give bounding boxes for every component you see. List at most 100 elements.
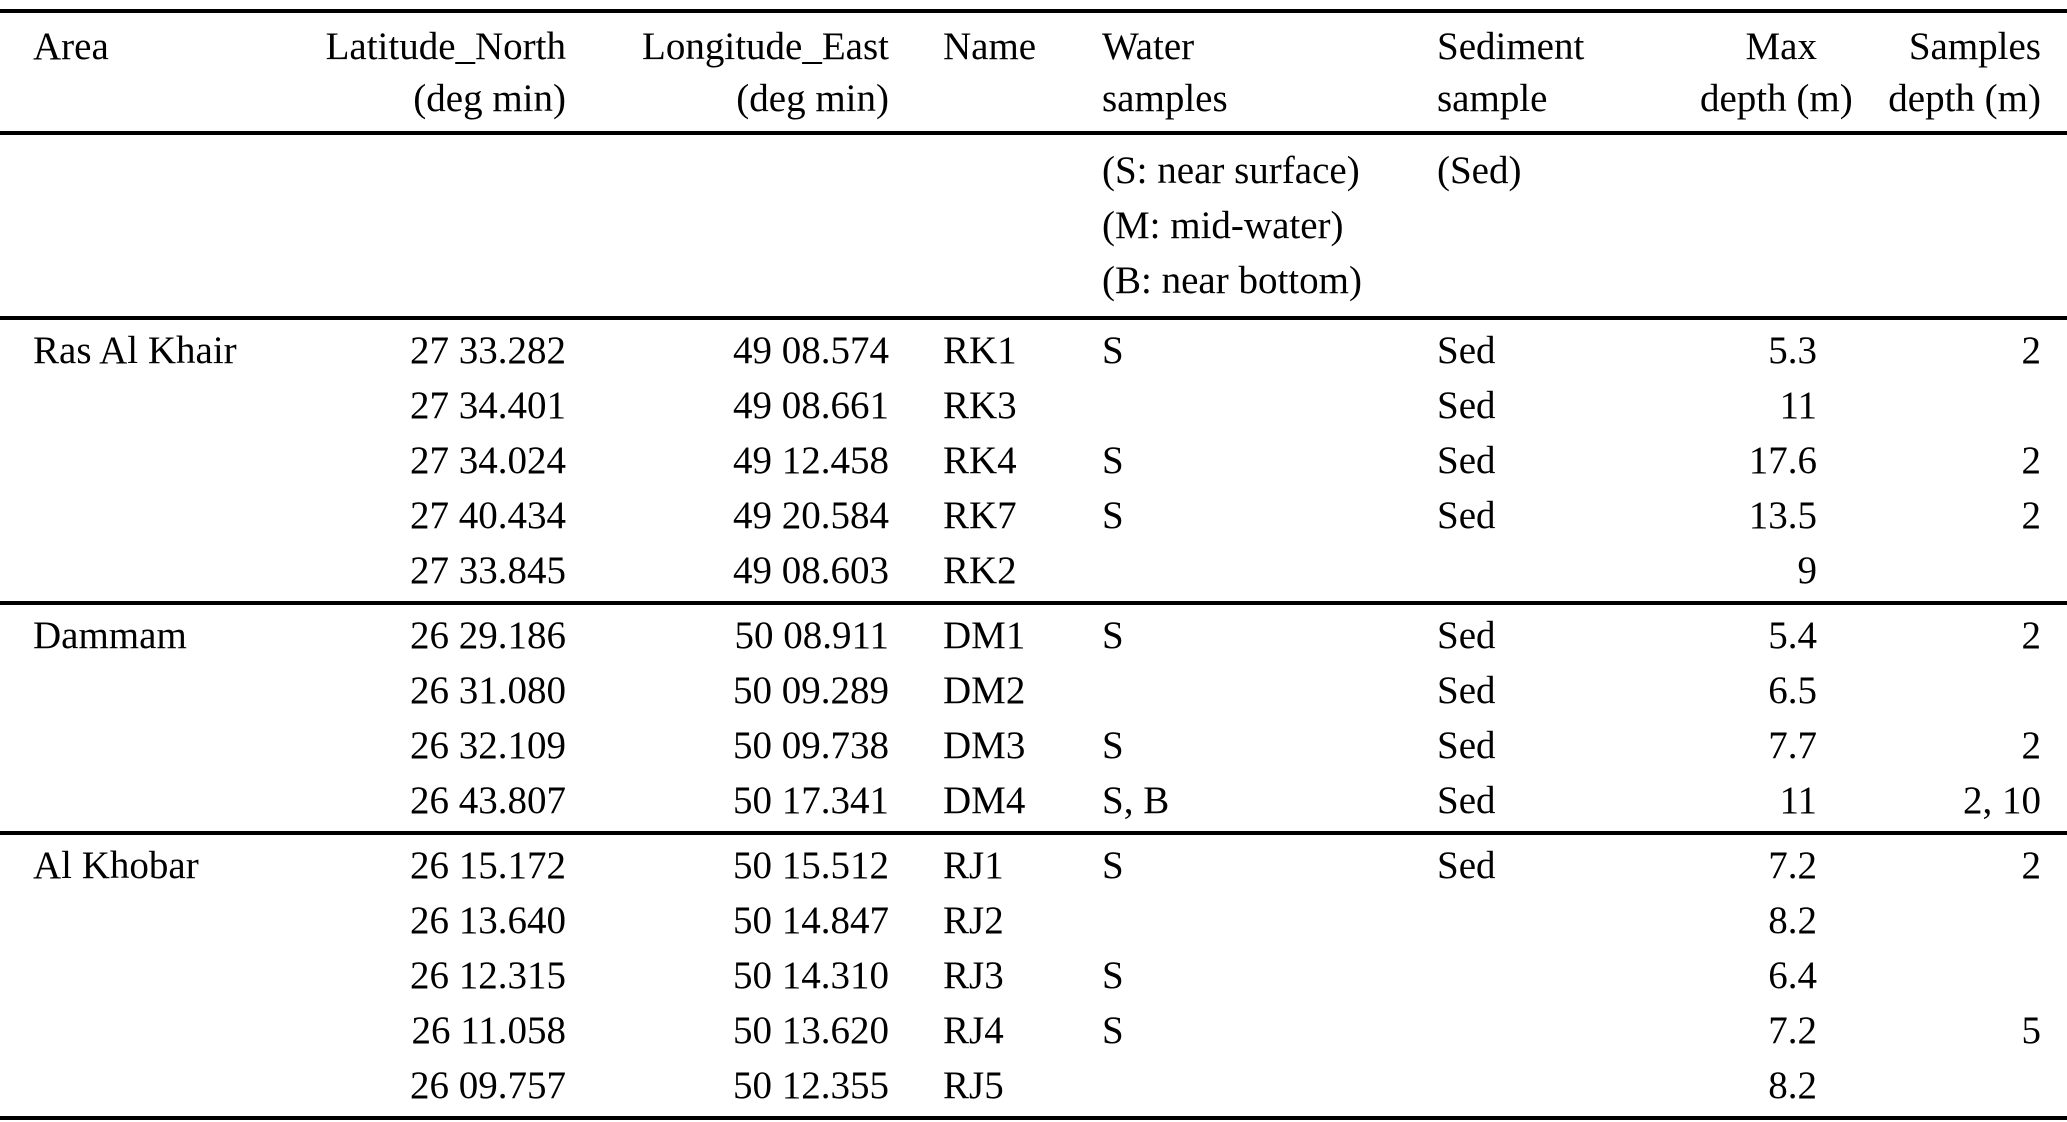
cell-samples-depth <box>1817 1058 2067 1118</box>
cell-max-depth: 6.5 <box>1768 669 1817 712</box>
cell-sediment-sample: Sed <box>1437 724 1496 767</box>
header-longitude: Longitude_East (deg min) <box>566 11 889 133</box>
legend-empty-cell <box>566 133 889 318</box>
cell-sediment-sample: Sed <box>1437 494 1496 537</box>
cell-water-samples <box>1060 543 1395 603</box>
cell-area <box>0 378 235 433</box>
legend-line: (Sed) <box>1437 149 1522 192</box>
table-row: 27 34.401 49 08.661 RK3 Sed 11 <box>0 378 2067 433</box>
cell-longitude: 49 08.574 <box>733 329 889 372</box>
table-row: 26 13.640 50 14.847 RJ2 8.2 <box>0 893 2067 948</box>
legend-empty-cell <box>235 133 566 318</box>
table-row: 27 33.845 49 08.603 RK2 9 <box>0 543 2067 603</box>
cell-station-name: DM2 <box>943 669 1026 712</box>
cell-water-samples <box>1060 663 1395 718</box>
cell-samples-depth: 2 <box>2021 724 2042 767</box>
cell-max-depth: 5.3 <box>1768 329 1817 372</box>
cell-station-name: DM1 <box>943 614 1026 657</box>
cell-samples-depth: 2 <box>2021 494 2042 537</box>
header-area: Area <box>0 11 235 133</box>
cell-water-samples: S <box>1102 494 1124 537</box>
cell-area <box>0 433 235 488</box>
header-row: Area Latitude_North (deg min) Longitude_… <box>0 11 2067 133</box>
cell-station-name: RK7 <box>943 494 1017 537</box>
cell-sediment-sample: Sed <box>1437 844 1496 887</box>
cell-station-name: RJ5 <box>943 1064 1004 1107</box>
cell-water-samples: S <box>1102 844 1124 887</box>
cell-samples-depth <box>1817 948 2067 1003</box>
cell-longitude: 49 08.661 <box>733 384 889 427</box>
cell-station-name: DM4 <box>943 779 1026 822</box>
cell-area: Al Khobar <box>33 844 199 887</box>
cell-water-samples <box>1060 893 1395 948</box>
table-row: 26 12.315 50 14.310 RJ3 S 6.4 <box>0 948 2067 1003</box>
header-samples-depth: Samples depth (m) <box>1817 11 2067 133</box>
cell-samples-depth: 2 <box>2021 329 2042 372</box>
cell-area <box>0 1058 235 1118</box>
cell-sediment-sample <box>1395 893 1700 948</box>
table-row: 27 34.024 49 12.458 RK4 S Sed 17.6 2 <box>0 433 2067 488</box>
cell-latitude: 27 33.845 <box>410 549 566 592</box>
cell-max-depth: 6.4 <box>1768 954 1817 997</box>
cell-longitude: 50 14.310 <box>733 954 889 997</box>
header-line: depth (m) <box>1888 77 2041 120</box>
legend-section: (S: near surface) (M: mid-water) (B: nea… <box>0 133 2067 318</box>
area-group: Dammam 26 29.186 50 08.911 DM1 S Sed 5.4 2 26 31… <box>0 603 2067 833</box>
cell-samples-depth <box>1817 893 2067 948</box>
header-line <box>33 73 235 125</box>
table-row: 26 11.058 50 13.620 RJ4 S 7.2 5 <box>0 1003 2067 1058</box>
cell-station-name: RJ3 <box>943 954 1004 997</box>
table-row: 26 09.757 50 12.355 RJ5 8.2 <box>0 1058 2067 1118</box>
header-line: (deg min) <box>413 77 566 120</box>
cell-latitude: 26 43.807 <box>410 779 566 822</box>
header-line: depth (m) <box>1700 77 1853 120</box>
header-line: samples <box>1102 77 1228 120</box>
cell-water-samples <box>1060 1058 1395 1118</box>
cell-latitude: 26 11.058 <box>411 1009 566 1052</box>
cell-water-samples: S <box>1102 329 1124 372</box>
cell-max-depth: 5.4 <box>1768 614 1817 657</box>
cell-station-name: RJ2 <box>943 899 1004 942</box>
table-row: 26 32.109 50 09.738 DM3 S Sed 7.7 2 <box>0 718 2067 773</box>
legend-water-samples: (S: near surface) (M: mid-water) (B: nea… <box>1060 133 1395 318</box>
header-line: (deg min) <box>736 77 889 120</box>
cell-station-name: RJ1 <box>943 844 1004 887</box>
cell-max-depth: 8.2 <box>1768 1064 1817 1107</box>
cell-station-name: RK3 <box>943 384 1017 427</box>
header-line: Name <box>943 25 1037 68</box>
sampling-stations-table: Area Latitude_North (deg min) Longitude_… <box>0 9 2067 1120</box>
cell-water-samples: S <box>1102 1009 1124 1052</box>
header-line: Longitude_East <box>642 25 889 68</box>
cell-area <box>0 543 235 603</box>
cell-max-depth: 9 <box>1797 549 1818 592</box>
cell-station-name: RK4 <box>943 439 1017 482</box>
header-line: Samples <box>1908 25 2041 68</box>
cell-station-name: RJ4 <box>943 1009 1004 1052</box>
table-row: 26 31.080 50 09.289 DM2 Sed 6.5 <box>0 663 2067 718</box>
cell-sediment-sample: Sed <box>1437 779 1496 822</box>
cell-longitude: 50 15.512 <box>733 844 889 887</box>
header-name: Name <box>889 11 1060 133</box>
cell-sediment-sample <box>1395 1003 1700 1058</box>
cell-longitude: 50 09.289 <box>733 669 889 712</box>
cell-longitude: 49 08.603 <box>733 549 889 592</box>
cell-latitude: 26 09.757 <box>410 1064 566 1107</box>
cell-sediment-sample: Sed <box>1437 384 1496 427</box>
header-sediment-sample: Sediment sample <box>1395 11 1700 133</box>
cell-samples-depth: 2, 10 <box>1963 779 2041 822</box>
cell-area <box>0 893 235 948</box>
cell-max-depth: 11 <box>1779 779 1817 822</box>
legend-empty-cell <box>0 133 235 318</box>
cell-sediment-sample <box>1395 948 1700 1003</box>
cell-sediment-sample: Sed <box>1437 669 1496 712</box>
cell-area <box>0 1003 235 1058</box>
cell-samples-depth: 5 <box>2021 1009 2042 1052</box>
header-line: Max <box>1745 25 1818 68</box>
cell-latitude: 27 34.401 <box>410 384 566 427</box>
cell-latitude: 26 29.186 <box>410 614 566 657</box>
legend-empty-cell <box>1817 133 2067 318</box>
table-row: Al Khobar 26 15.172 50 15.512 RJ1 S Sed 7.2 2 <box>0 833 2067 893</box>
legend-sediment: (Sed) <box>1395 133 1700 318</box>
cell-sediment-sample <box>1395 1058 1700 1118</box>
cell-station-name: RK1 <box>943 329 1017 372</box>
